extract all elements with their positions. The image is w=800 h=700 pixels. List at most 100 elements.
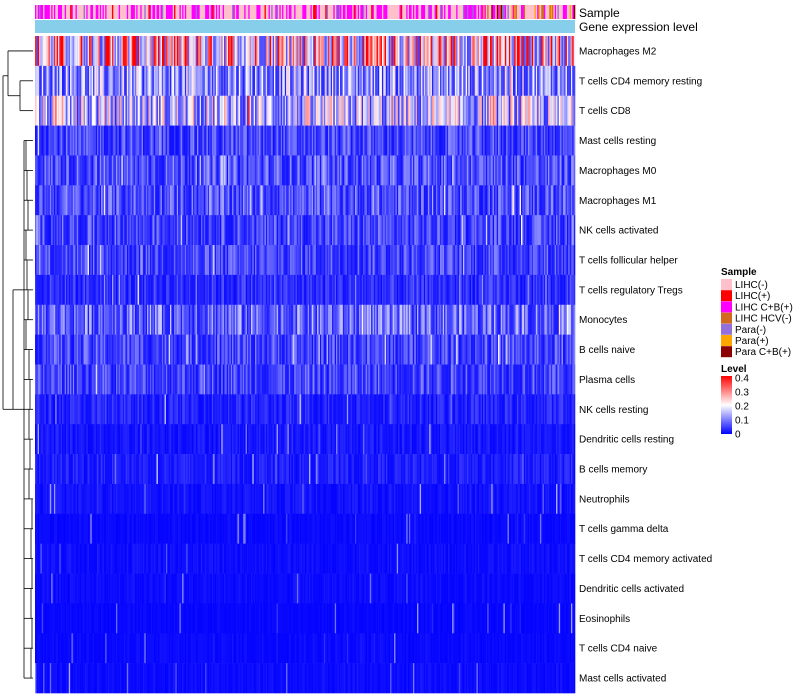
sample-cell xyxy=(399,5,402,19)
heatmap-row xyxy=(35,394,576,425)
sample-cell xyxy=(484,5,487,19)
sample-cell xyxy=(377,5,380,19)
legend-label: Para(-) xyxy=(735,325,766,336)
sample-cell xyxy=(327,5,330,19)
sample-cell xyxy=(556,5,558,19)
sample-cell xyxy=(407,5,410,19)
sample-cell xyxy=(294,5,296,19)
row-label: T cells CD4 memory resting xyxy=(579,76,702,87)
sample-cell xyxy=(538,5,541,19)
sample-cell xyxy=(511,5,514,19)
sample-cell xyxy=(36,5,38,19)
sample-cell xyxy=(122,5,125,19)
sample-cell xyxy=(259,5,261,19)
sample-cell xyxy=(550,5,553,19)
sample-cell xyxy=(442,5,445,19)
sample-cell xyxy=(79,5,82,19)
sample-cell xyxy=(107,5,110,19)
sample-cell xyxy=(182,5,184,19)
sample-cell xyxy=(245,5,248,19)
sample-cell xyxy=(210,5,213,19)
sample-cell xyxy=(188,5,191,19)
sample-cell xyxy=(350,5,353,19)
heatmap-row xyxy=(35,95,576,126)
row-label: Dendritic cells activated xyxy=(579,584,684,595)
sample-cell xyxy=(47,5,49,19)
heatmap-row xyxy=(35,334,576,365)
heatmap-row xyxy=(35,36,576,67)
sample-cell xyxy=(140,5,142,19)
sample-cell xyxy=(569,5,572,19)
sample-cell xyxy=(429,5,431,19)
sample-cell xyxy=(357,5,360,19)
sample-cell xyxy=(560,5,562,19)
sample-cell xyxy=(184,5,187,19)
sample-cell xyxy=(565,5,568,19)
sample-cell xyxy=(284,5,287,19)
sample-cell xyxy=(310,5,313,19)
legend-swatch xyxy=(721,346,732,358)
sample-cell xyxy=(368,5,371,19)
sample-cell xyxy=(573,5,576,19)
sample-cell xyxy=(219,5,222,19)
sample-cell xyxy=(102,5,105,19)
sample-cell xyxy=(72,5,75,19)
sample-cell xyxy=(246,5,249,19)
sample-cell xyxy=(387,5,389,19)
sample-cell xyxy=(292,5,295,19)
sample-cell xyxy=(457,5,460,19)
sample-cell xyxy=(120,5,122,19)
sample-cell xyxy=(203,5,206,19)
sample-cell xyxy=(121,5,124,19)
sample-cell xyxy=(444,5,446,19)
sample-cell xyxy=(155,5,157,19)
sample-cell xyxy=(198,5,200,19)
sample-cell xyxy=(109,5,111,19)
sample-cell xyxy=(535,5,538,19)
sample-cell xyxy=(290,5,292,19)
sample-cell xyxy=(205,5,207,19)
sample-cell xyxy=(499,5,502,19)
sample-cell xyxy=(529,5,531,19)
sample-cell xyxy=(539,5,542,19)
sample-cell xyxy=(323,5,326,19)
sample-cell xyxy=(255,5,257,19)
sample-cell xyxy=(116,5,118,19)
sample-cell xyxy=(60,5,63,19)
sample-cell xyxy=(272,5,275,19)
heatmap-body xyxy=(35,36,576,694)
row-label: B cells memory xyxy=(579,465,647,476)
sample-cell xyxy=(145,5,148,19)
sample-cell xyxy=(483,5,485,19)
sample-cell xyxy=(125,5,128,19)
sample-cell xyxy=(95,5,98,19)
sample-cell xyxy=(82,5,84,19)
legend-swatch xyxy=(721,279,732,290)
sample-cell xyxy=(434,5,437,19)
sample-annotation-bar xyxy=(35,5,576,19)
sample-cell xyxy=(190,5,192,19)
sample-cell xyxy=(97,5,99,19)
sample-cell xyxy=(288,5,291,19)
row-label: Mast cells activated xyxy=(579,674,666,685)
sample-cell xyxy=(395,5,398,19)
level-legend-title: Level xyxy=(721,364,747,375)
sample-cell xyxy=(70,5,72,19)
sample-cell xyxy=(45,5,48,19)
sample-cell xyxy=(472,5,475,19)
sample-cell xyxy=(37,5,40,19)
legend-entry: LIHC C+B(+) xyxy=(721,301,793,313)
sample-cell xyxy=(417,5,419,19)
row-label: T cells CD8 xyxy=(579,106,631,117)
sample-cell xyxy=(295,5,298,19)
row-label: Neutrophils xyxy=(579,494,630,505)
sample-cell xyxy=(68,5,71,19)
sample-cell xyxy=(326,5,329,19)
sample-cell xyxy=(300,5,303,19)
sample-cell xyxy=(473,5,476,19)
sample-cell xyxy=(99,5,102,19)
sample-cell xyxy=(106,5,109,19)
sample-cell xyxy=(454,5,457,19)
sample-cell xyxy=(566,5,569,19)
sample-cell xyxy=(191,5,194,19)
